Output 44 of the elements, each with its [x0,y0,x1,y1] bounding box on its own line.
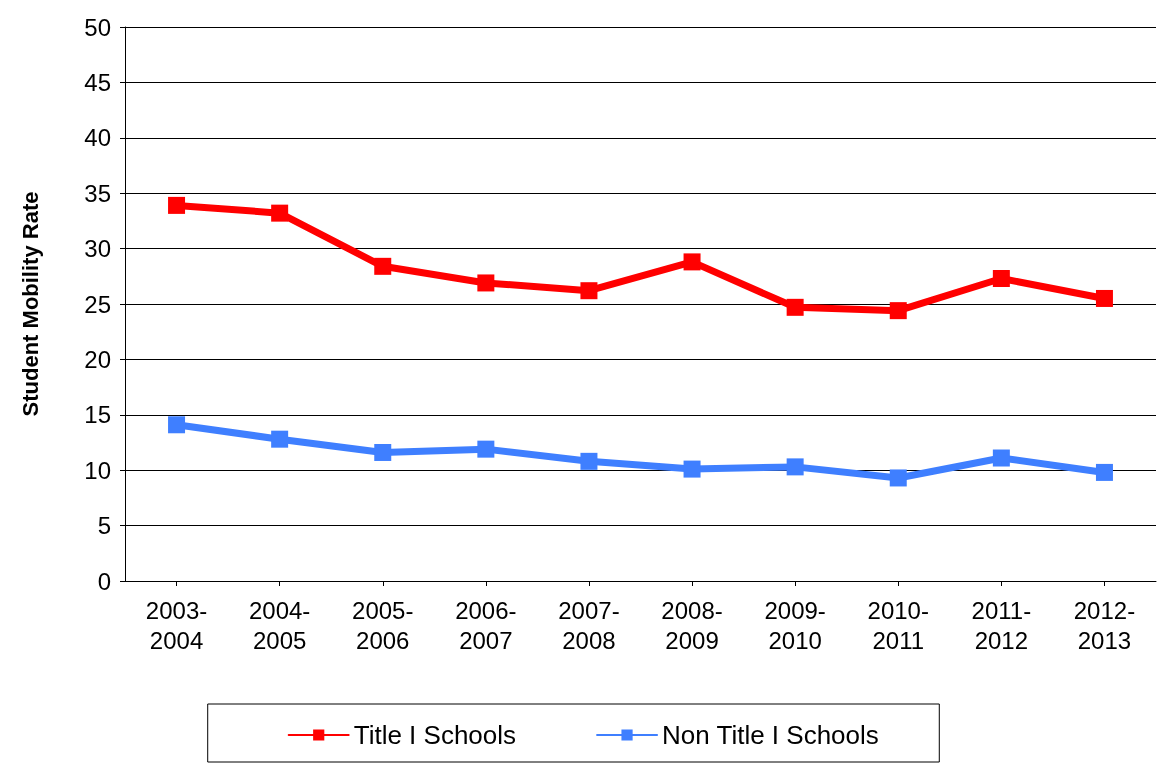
y-tick-label: 15 [84,401,111,429]
point [271,204,289,222]
legend-label: Title I Schools [353,720,517,750]
point [580,452,598,470]
y-tick-label: 30 [84,235,111,263]
y-tick-label: 45 [84,68,111,96]
x-tick-label: 2008-2009 [661,596,723,654]
point [580,282,598,300]
point [889,469,907,487]
point [477,440,495,458]
legend-label: Non Title I Schools [662,720,879,750]
x-tick-label: 2005-2006 [352,596,414,654]
x-tick-label: 2010-2011 [867,596,929,654]
point [683,253,701,271]
point [683,460,701,478]
point [374,257,392,275]
point [992,270,1010,288]
point [889,302,907,320]
x-tick-label: 2003-2004 [145,596,208,654]
point [1095,289,1113,307]
y-tick-label: 25 [84,290,111,318]
point [271,430,289,448]
x-tick-label: 2012-2013 [1073,596,1136,654]
x-tick-label: 2009-2010 [764,596,826,654]
point [1095,463,1113,481]
point [992,449,1010,467]
y-tick-label: 40 [84,124,111,152]
y-tick-label: 10 [84,456,111,484]
y-axis-title: Student Mobility Rate [17,191,43,417]
point [168,196,186,214]
point [168,416,186,434]
y-tick-label: 20 [84,345,111,373]
point [786,298,804,316]
y-tick-label: 0 [97,567,111,595]
x-tick-label: 2006-2007 [455,596,517,654]
y-tick-label: 50 [84,13,111,41]
x-tick-label: 2007-2008 [558,596,620,654]
x-tick-label: 2004-2005 [248,596,311,654]
y-tick-label: 35 [84,179,111,207]
point [786,458,804,476]
y-tick-label: 5 [97,512,111,540]
x-tick-label: 2011-2012 [971,596,1032,654]
point [374,443,392,461]
point [477,274,495,292]
